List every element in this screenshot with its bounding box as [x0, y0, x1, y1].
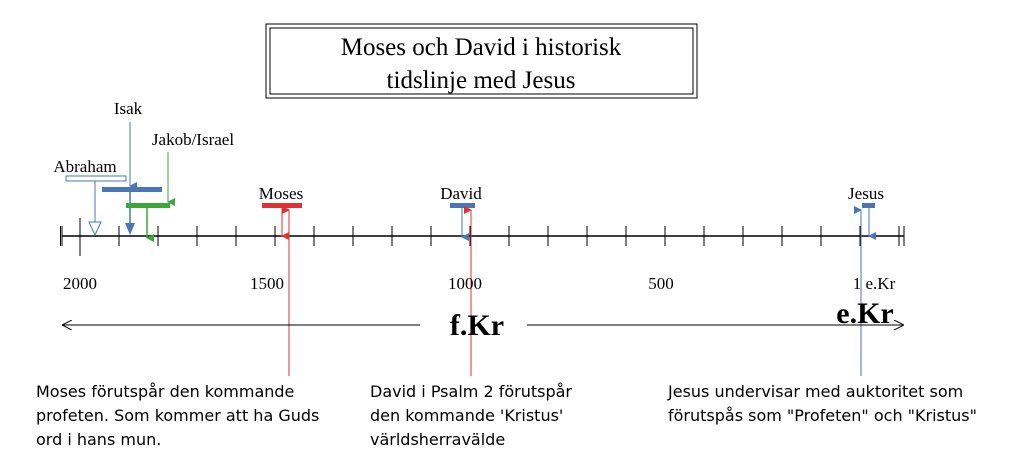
note-line: förutspås som "Profeten" och "Kristus"	[668, 406, 977, 425]
era-label: f.Kr	[450, 309, 504, 342]
era-label: e.Kr	[836, 297, 893, 330]
note: David i Psalm 2 förutspår den kommande '…	[370, 382, 572, 449]
person-bar	[450, 203, 475, 208]
title-box-inner	[269, 27, 694, 95]
person-bar	[262, 203, 302, 208]
person-bar	[102, 187, 162, 192]
note: Moses förutspår den kommande profeten. S…	[36, 382, 319, 449]
note-line: världsherravälde	[370, 430, 505, 449]
person-bar	[862, 203, 875, 208]
person-label: Isak	[114, 99, 143, 118]
axis-label: 1000	[448, 274, 482, 293]
note-line: Moses förutspår den kommande	[36, 382, 294, 401]
axis-ticks	[60, 218, 905, 256]
person-label: Jakob/Israel	[152, 130, 234, 149]
title-line: Moses och David i historisk	[341, 34, 622, 61]
person-bar	[65, 175, 127, 182]
note-line: David i Psalm 2 förutspår	[370, 382, 572, 401]
note: Jesus undervisar med auktoritet som föru…	[667, 382, 977, 425]
person-label: Moses	[259, 184, 303, 203]
note-line: ord i hans mun.	[36, 430, 161, 449]
title-box	[265, 23, 698, 99]
arrow-head	[88, 221, 102, 237]
axis-label: 1 e.Kr	[853, 274, 896, 293]
axis-label: 500	[648, 274, 674, 293]
person-label: David	[440, 184, 482, 203]
person-label: Abraham	[53, 157, 116, 176]
person-label: Jesus	[848, 184, 884, 203]
arrow-head	[125, 223, 135, 235]
note-line: profeten. Som kommer att ha Guds	[36, 406, 319, 425]
note-line: den kommande 'Kristus'	[370, 406, 563, 425]
axis-label: 1500	[250, 274, 284, 293]
note-line: Jesus undervisar med auktoritet som	[667, 382, 963, 401]
person-bar	[126, 203, 170, 208]
title-line: tidslinje med Jesus	[387, 67, 576, 94]
axis-label: 2000	[63, 274, 97, 293]
